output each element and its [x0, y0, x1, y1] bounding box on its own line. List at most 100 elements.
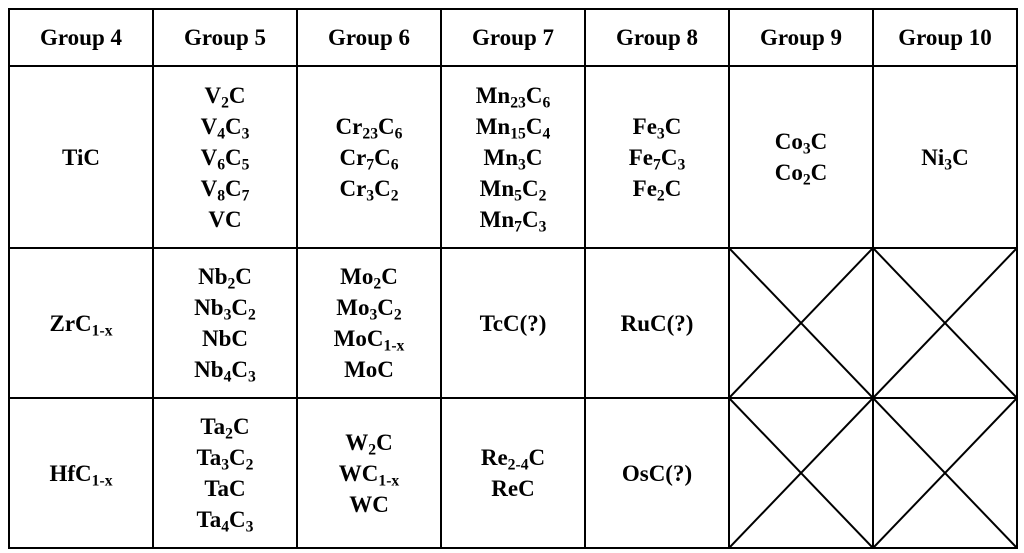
formula-symbol: Nb	[194, 295, 224, 320]
formula-subscript: 6	[217, 156, 225, 174]
formula-symbol: Ni	[921, 144, 945, 170]
carbide-formula: Mn15C4	[442, 111, 584, 142]
formula-symbol: C	[231, 295, 249, 320]
header-group-6: Group 6	[296, 8, 442, 67]
formula-subscript: 1-x	[91, 472, 113, 490]
cell-group-8: Fe3C Fe7C3 Fe2C	[584, 65, 730, 249]
formula-subscript: 7	[653, 156, 661, 174]
formula-symbol: C	[225, 113, 242, 139]
formula-symbol: V	[208, 206, 225, 232]
cell-group-5: Ta2C Ta3C2 TaC Ta4C3	[152, 397, 298, 549]
formula-subscript: 2	[802, 171, 811, 189]
formula-symbol: C	[229, 476, 246, 501]
formula-symbol: Mo	[344, 357, 378, 382]
formula-subscript: 1-x	[91, 322, 113, 340]
formula-symbol: Nb	[198, 264, 228, 289]
formula-symbol: Mn	[483, 144, 519, 170]
formula-subscript: 3	[221, 456, 230, 474]
formula-symbol: Mo	[333, 326, 367, 351]
carbide-formula: HfC1-x	[10, 458, 152, 489]
carbide-formula: Mo3C2	[298, 292, 440, 323]
cell-group-6: Mo 2 C Mo3C2 MoC1-x MoC	[296, 247, 442, 399]
formula-subscript: 3	[538, 218, 547, 236]
formula-symbol: C	[528, 445, 546, 470]
formula-symbol: C	[374, 175, 391, 201]
diagonal-line	[730, 399, 872, 547]
cell-group-10: Ni3C	[872, 65, 1018, 249]
table-row: TiC V2C V4C3 V6C5 V8C7 VC Cr23C6 Cr7C6 Cr3C2 M…	[8, 65, 1018, 249]
formula-symbol: C	[810, 129, 828, 154]
formula-symbol: Re	[480, 445, 508, 470]
header-group-7: Group 7	[440, 8, 586, 67]
formula-subscript: 2	[393, 306, 402, 324]
formula-symbol: Nb	[194, 357, 224, 382]
formula-symbol: Cr	[335, 113, 363, 139]
formula-symbol: C	[525, 113, 543, 139]
formula-subscript: 2	[538, 187, 547, 205]
formula-subscript: 4	[217, 125, 225, 143]
formula-symbol: C	[521, 206, 539, 232]
carbide-formula: MoC1-x	[298, 323, 440, 354]
formula-subscript: 4	[542, 125, 551, 143]
carbide-formula: Fe7C3	[586, 142, 728, 173]
formula-symbol: C	[228, 82, 246, 108]
carbide-formula: Mn3C	[442, 142, 584, 173]
formula-symbol: C	[235, 264, 252, 289]
formula-symbol: C	[660, 144, 678, 170]
cell-group-7: Mn23C6 Mn15C4 Mn3C Mn5C2 Mn7C3	[440, 65, 586, 249]
cell-group-5: V2C V4C3 V6C5 V8C7 VC	[152, 65, 298, 249]
header-group-8: Group 8	[584, 8, 730, 67]
carbide-formula: RuC(?)	[586, 308, 728, 339]
formula-symbol: Ta	[204, 476, 230, 501]
formula-symbol: C	[952, 144, 969, 170]
formula-symbol: C	[525, 82, 543, 108]
formula-symbol: W	[349, 491, 373, 517]
formula-symbol: C	[232, 414, 250, 439]
header-group-5: Group 5	[152, 8, 298, 67]
cross-out-mark	[730, 249, 872, 397]
formula-symbol: C	[229, 445, 246, 470]
formula-subscript: 6	[390, 156, 399, 174]
formula-symbol: C	[231, 357, 249, 382]
carbide-formula: Ta3C2	[154, 442, 296, 473]
carbide-formula: V8C7	[154, 173, 296, 204]
formula-subscript: 7	[241, 187, 250, 205]
formula-subscript: 3	[369, 306, 378, 324]
formula-symbol: Ta	[200, 414, 226, 439]
formula-subscript: 1-x	[383, 337, 405, 355]
carbide-formula: VC	[154, 204, 296, 235]
formula-subscript: 4	[221, 518, 230, 536]
formula-symbol: Fe	[628, 144, 653, 170]
formula-symbol: Re	[491, 476, 519, 501]
formula-symbol: C	[361, 460, 379, 486]
formula-subscript: 8	[217, 187, 225, 205]
formula-subscript: 2-4	[507, 456, 529, 474]
formula-symbol: Mn	[479, 206, 515, 232]
formula-symbol: Ta	[196, 507, 222, 532]
formula-subscript: 6	[542, 94, 551, 112]
formula-subscript: 5	[514, 187, 522, 205]
carbide-formula: Cr7C6	[298, 142, 440, 173]
formula-symbol: C	[377, 357, 394, 382]
formula-subscript: 2	[390, 187, 399, 205]
carbide-formula: MoC	[298, 354, 440, 385]
formula-subscript: 2	[225, 425, 233, 443]
formula-subscript: 3	[518, 156, 526, 174]
carbide-formula: WC	[298, 489, 440, 520]
formula-symbol: Mn	[479, 175, 515, 201]
cell-group-7: TcC(?)	[440, 247, 586, 399]
formula-symbol: RuC(?)	[620, 310, 694, 336]
carbide-formula: Ni3C	[874, 142, 1016, 173]
formula-symbol: C	[225, 144, 242, 170]
formula-subscript: 7	[514, 218, 522, 236]
formula-symbol: Cr	[339, 175, 367, 201]
formula-subscript: 2	[227, 275, 236, 293]
formula-subscript: 23	[362, 125, 378, 143]
carbide-formula: Cr23C6	[298, 111, 440, 142]
formula-symbol: C	[225, 175, 242, 201]
formula-symbol: Cr	[339, 144, 367, 170]
carbide-formula: Mn23C6	[442, 80, 584, 111]
cell-group-6: Cr23C6 Cr7C6 Cr3C2	[296, 65, 442, 249]
formula-subscript: 2	[245, 456, 254, 474]
formula-symbol: C	[518, 476, 535, 501]
